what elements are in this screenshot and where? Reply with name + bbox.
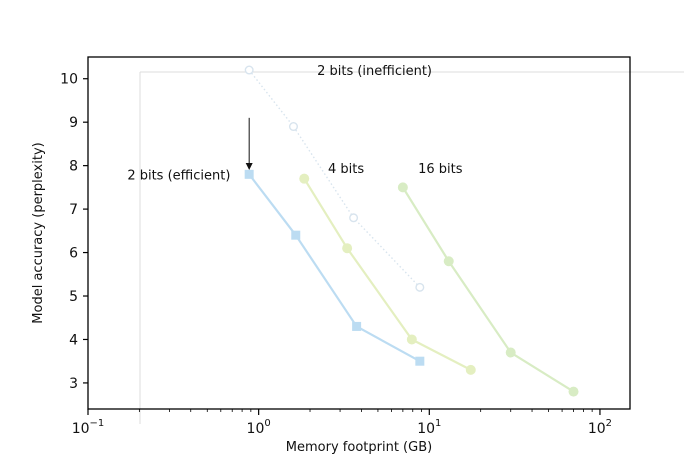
series-line-16bit xyxy=(401,186,575,393)
data-point-4bit xyxy=(299,173,310,184)
series-2bit-efficient xyxy=(244,169,425,366)
decorative-guide-lines xyxy=(139,71,684,424)
series-line-2bit-efficient xyxy=(248,173,421,363)
data-point-16bit xyxy=(505,347,516,358)
data-point-2bit-efficient xyxy=(244,169,254,179)
data-point-2bit-efficient xyxy=(415,356,425,366)
series-2bit-inefficient xyxy=(244,65,425,292)
x-tick-label: 10−1 xyxy=(72,418,105,437)
annotation-ann-2bit-inefficient: 2 bits (inefficient) xyxy=(317,64,432,79)
data-point-2bit-efficient xyxy=(352,321,362,331)
x-axis-label: Memory footprint (GB) xyxy=(286,440,432,455)
annotation-ann-4bit: 4 bits xyxy=(328,162,364,177)
data-point-2bit-inefficient xyxy=(288,122,298,132)
data-point-2bit-efficient xyxy=(291,230,301,240)
y-tick-label: 5 xyxy=(69,289,78,305)
arrow-head xyxy=(245,162,253,170)
series-4bit xyxy=(299,173,476,375)
annotation-layer: 2 bits (inefficient) 2 bits (efficient) 4 … xyxy=(127,64,462,183)
series-line-4bit xyxy=(303,178,472,371)
data-point-2bit-inefficient xyxy=(244,65,254,75)
series-line-2bit-inefficient xyxy=(248,69,421,288)
data-point-16bit xyxy=(443,256,454,267)
data-point-4bit xyxy=(465,364,476,375)
y-tick-label: 3 xyxy=(69,376,78,392)
data-point-16bit xyxy=(397,182,408,193)
annotation-ann-16bit: 16 bits xyxy=(418,162,463,177)
y-tick-label: 6 xyxy=(69,246,78,262)
data-point-2bit-inefficient xyxy=(415,282,425,292)
y-tick-label: 9 xyxy=(69,115,78,131)
x-tick-label: 101 xyxy=(417,418,441,437)
data-point-4bit xyxy=(342,243,353,254)
y-tick-label: 7 xyxy=(69,202,78,218)
x-tick-label: 100 xyxy=(247,418,271,437)
axes-layer: 3 4 5 6 7 8 9 10 10−1 100 101 102 xyxy=(60,72,612,437)
data-point-2bit-inefficient xyxy=(349,213,359,223)
y-tick-label: 8 xyxy=(69,159,78,175)
y-tick-label: 10 xyxy=(60,72,78,88)
data-point-4bit xyxy=(406,334,417,345)
y-tick-label: 4 xyxy=(69,332,78,348)
y-axis-label: Model accuracy (perplexity) xyxy=(31,142,46,323)
annotation-ann-2bit-efficient: 2 bits (efficient) xyxy=(127,168,230,183)
series-layer xyxy=(244,65,579,397)
plot-frame xyxy=(87,56,631,410)
series-16bit xyxy=(397,182,579,397)
x-tick-label: 102 xyxy=(588,418,612,437)
data-point-16bit xyxy=(568,386,579,397)
